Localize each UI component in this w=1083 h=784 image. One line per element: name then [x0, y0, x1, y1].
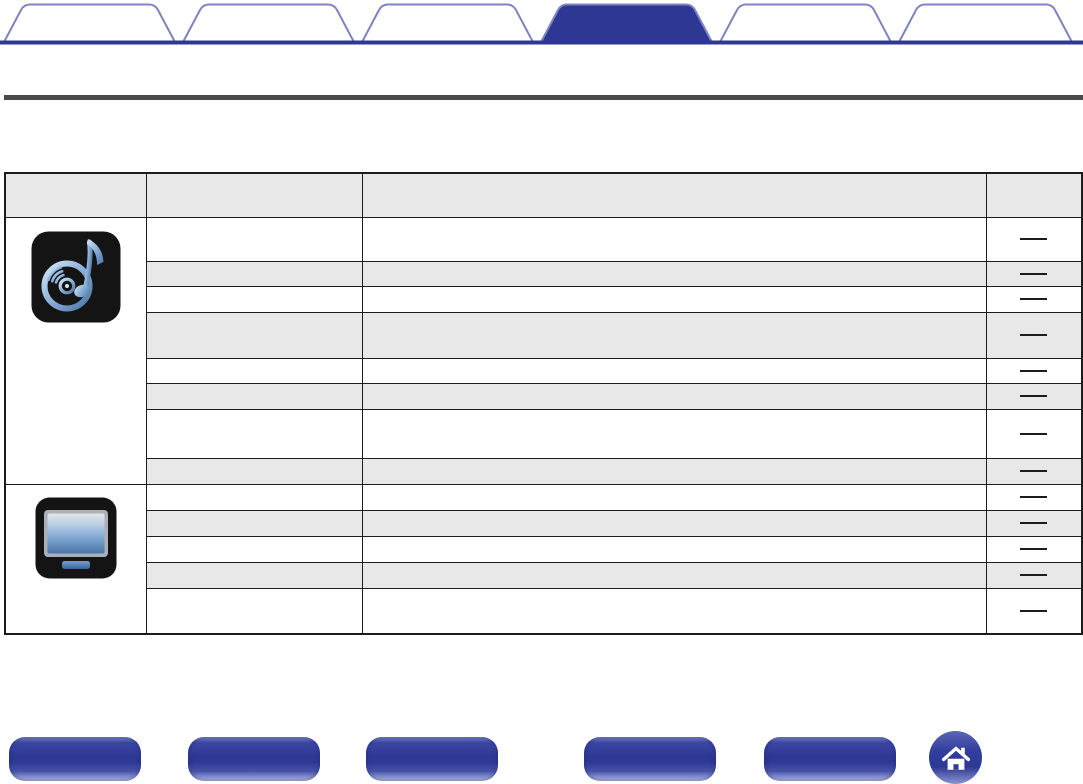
page-link-cell [985, 408, 1083, 459]
footer-button-3[interactable] [366, 737, 498, 781]
page-link-cell [985, 587, 1083, 635]
table-row [5, 311, 1083, 359]
page-link-dash[interactable] [1020, 496, 1048, 498]
footer-button-1[interactable] [9, 737, 141, 781]
page-link-cell [985, 260, 1083, 287]
section-heading-rule [4, 95, 1083, 100]
table-row [5, 382, 1083, 410]
tab-2[interactable] [181, 3, 356, 45]
item-cell [145, 382, 363, 410]
page-link-cell [985, 457, 1083, 485]
description-cell [361, 457, 987, 485]
item-cell [145, 357, 363, 384]
item-cell [145, 260, 363, 287]
table-row [5, 457, 1083, 485]
description-cell [361, 382, 987, 410]
home-button[interactable] [929, 731, 982, 784]
description-cell [361, 483, 987, 511]
tab-bar-baseline [0, 40, 1083, 45]
table-row [5, 587, 1083, 635]
header-page-link-cell [985, 172, 1083, 218]
item-cell [145, 483, 363, 511]
item-cell [145, 535, 363, 563]
item-cell [145, 509, 363, 537]
header-description-cell [361, 172, 987, 218]
page-link-cell [985, 382, 1083, 410]
tab-6[interactable] [897, 3, 1074, 45]
description-cell [361, 535, 987, 563]
description-cell [361, 311, 987, 359]
description-cell [361, 216, 987, 262]
page-link-cell [985, 311, 1083, 359]
home-icon [941, 746, 970, 770]
page-link-dash[interactable] [1020, 334, 1048, 336]
page-link-dash[interactable] [1020, 369, 1048, 372]
page-link-cell [985, 357, 1083, 384]
table-row [4, 483, 1083, 635]
page-link-dash[interactable] [1020, 432, 1048, 435]
table-row [5, 535, 1083, 563]
tab-1[interactable] [2, 3, 177, 45]
description-cell [361, 408, 987, 459]
page-link-cell [985, 535, 1083, 563]
description-cell [361, 285, 987, 313]
description-cell [361, 260, 987, 287]
page-link-dash[interactable] [1020, 574, 1048, 576]
tab-4[interactable] [539, 3, 714, 45]
table-row [4, 216, 1083, 485]
source-table [4, 172, 1083, 635]
table-header-row [4, 172, 1083, 218]
page-link-cell [985, 483, 1083, 511]
header-item-cell [145, 172, 363, 218]
page-link-dash[interactable] [1020, 298, 1048, 300]
tv-screen-icon [35, 497, 117, 578]
table-row [5, 561, 1083, 589]
tab-5[interactable] [718, 3, 893, 45]
page-link-dash[interactable] [1020, 395, 1048, 397]
table-row [5, 357, 1083, 384]
item-cell [145, 408, 363, 459]
item-cell [145, 311, 363, 359]
page-link-dash[interactable] [1020, 272, 1048, 275]
page-link-cell [985, 561, 1083, 589]
page-link-cell [985, 509, 1083, 537]
table-row [5, 408, 1083, 459]
page-link-dash[interactable] [1020, 522, 1048, 524]
page-link-dash[interactable] [1020, 609, 1048, 612]
tab-bar [0, 3, 1083, 45]
music-disc-note-category-cell [4, 216, 147, 485]
music-disc-note-icon [31, 231, 121, 322]
page-link-cell [985, 285, 1083, 313]
header-category-cell [4, 172, 147, 218]
page-link-dash[interactable] [1020, 470, 1048, 472]
footer-button-2[interactable] [188, 737, 320, 781]
footer-button-4[interactable] [584, 737, 716, 781]
page-link-dash[interactable] [1020, 238, 1048, 240]
tv-screen-category-cell [4, 483, 147, 635]
table-row [5, 285, 1083, 313]
item-cell [145, 285, 363, 313]
description-cell [361, 509, 987, 537]
item-cell [145, 587, 363, 635]
description-cell [361, 357, 987, 384]
footer-button-5[interactable] [764, 737, 896, 781]
item-cell [145, 457, 363, 485]
tab-3[interactable] [360, 3, 535, 45]
description-cell [361, 561, 987, 589]
table-row [5, 509, 1083, 537]
item-cell [145, 561, 363, 589]
page-link-dash[interactable] [1020, 548, 1048, 550]
page-link-cell [985, 216, 1083, 262]
item-cell [145, 216, 363, 262]
table-row [5, 260, 1083, 287]
description-cell [361, 587, 987, 635]
